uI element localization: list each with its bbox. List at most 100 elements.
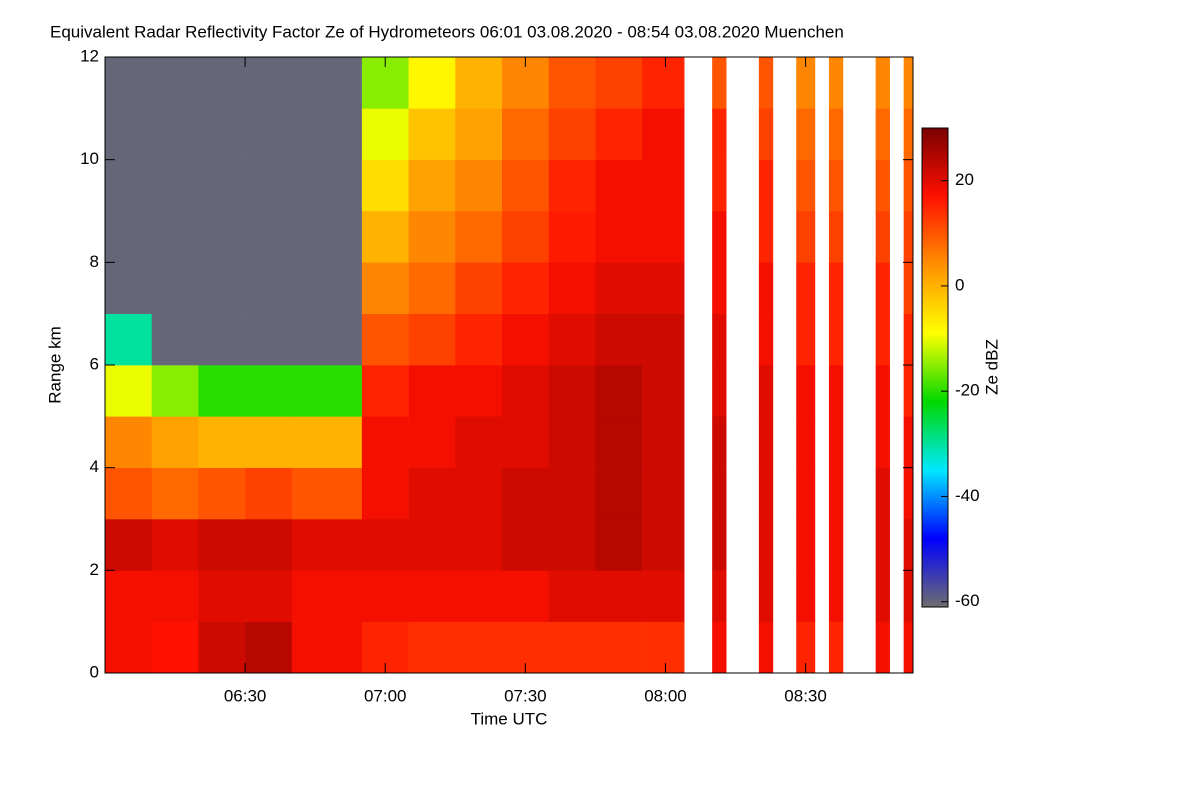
heatmap-cell xyxy=(291,262,363,314)
heatmap-cell xyxy=(151,262,199,314)
heatmap-cell xyxy=(361,313,409,366)
heatmap-cell xyxy=(245,570,293,622)
heatmap-cell xyxy=(198,570,246,622)
heatmap-cell xyxy=(455,365,503,417)
heatmap-cell xyxy=(245,313,293,366)
heatmap-cell xyxy=(291,621,363,674)
heatmap-cell xyxy=(501,108,549,160)
chart-title: Equivalent Radar Reflectivity Factor Ze … xyxy=(50,22,844,41)
heatmap xyxy=(105,57,914,674)
heatmap-cell xyxy=(501,416,549,468)
heatmap-cell xyxy=(796,416,816,468)
colorbar-tick-label: -20 xyxy=(955,381,980,400)
heatmap-cell xyxy=(903,159,914,212)
heatmap-cell xyxy=(595,570,643,622)
heatmap-cell xyxy=(828,570,844,622)
heatmap-cell xyxy=(642,519,685,571)
heatmap-cell xyxy=(903,57,914,109)
heatmap-cell xyxy=(758,365,774,417)
heatmap-cell xyxy=(361,262,409,314)
heatmap-cell xyxy=(712,416,727,468)
heatmap-cell xyxy=(712,159,727,212)
heatmap-cell xyxy=(408,467,456,520)
heatmap-cell xyxy=(548,313,596,366)
heatmap-cell xyxy=(501,313,549,366)
heatmap-cell xyxy=(245,467,293,520)
heatmap-cell xyxy=(455,57,503,109)
heatmap-cell xyxy=(198,108,246,160)
heatmap-cell xyxy=(828,211,844,263)
heatmap-cell xyxy=(455,519,503,571)
heatmap-cell xyxy=(758,108,774,160)
heatmap-cell xyxy=(903,365,914,417)
heatmap-cell xyxy=(828,519,844,571)
heatmap-cell xyxy=(642,365,685,417)
heatmap-cell xyxy=(875,159,890,212)
heatmap-cell xyxy=(408,108,456,160)
heatmap-cell xyxy=(408,57,456,109)
heatmap-cell xyxy=(455,159,503,212)
heatmap-cell xyxy=(361,365,409,417)
heatmap-cell xyxy=(548,211,596,263)
heatmap-cell xyxy=(151,57,199,109)
heatmap-cell xyxy=(796,159,816,212)
heatmap-cell xyxy=(198,159,246,212)
heatmap-cell xyxy=(796,313,816,366)
heatmap-cell xyxy=(712,262,727,314)
heatmap-cell xyxy=(712,365,727,417)
heatmap-cell xyxy=(361,467,409,520)
heatmap-cell xyxy=(875,467,890,520)
heatmap-cell xyxy=(758,621,774,674)
heatmap-cell xyxy=(408,313,456,366)
heatmap-cell xyxy=(291,57,363,109)
heatmap-cell xyxy=(501,365,549,417)
heatmap-cell xyxy=(758,159,774,212)
heatmap-cell xyxy=(828,416,844,468)
heatmap-cell xyxy=(828,313,844,366)
heatmap-cell xyxy=(455,467,503,520)
heatmap-cell xyxy=(198,313,246,366)
x-tick-label: 08:30 xyxy=(784,686,827,705)
heatmap-cell xyxy=(595,621,643,674)
heatmap-cell xyxy=(595,57,643,109)
heatmap-cell xyxy=(796,108,816,160)
heatmap-cell xyxy=(548,159,596,212)
heatmap-cell xyxy=(828,467,844,520)
heatmap-cell xyxy=(291,108,363,160)
heatmap-cell xyxy=(796,262,816,314)
x-tick-label: 07:00 xyxy=(364,686,407,705)
heatmap-cell xyxy=(828,365,844,417)
heatmap-cell xyxy=(105,108,153,160)
heatmap-cell xyxy=(198,416,246,468)
heatmap-cell xyxy=(198,211,246,263)
heatmap-cell xyxy=(105,159,153,212)
heatmap-cell xyxy=(712,467,727,520)
heatmap-cell xyxy=(105,621,153,674)
heatmap-cell xyxy=(875,262,890,314)
heatmap-cell xyxy=(875,621,890,674)
heatmap-cell xyxy=(796,519,816,571)
heatmap-cell xyxy=(758,467,774,520)
heatmap-cell xyxy=(105,365,153,417)
heatmap-cell xyxy=(758,57,774,109)
heatmap-cell xyxy=(361,108,409,160)
heatmap-cell xyxy=(548,365,596,417)
heatmap-cell xyxy=(455,108,503,160)
heatmap-cell xyxy=(408,519,456,571)
heatmap-cell xyxy=(642,211,685,263)
heatmap-cell xyxy=(501,211,549,263)
heatmap-cell xyxy=(408,262,456,314)
colorbar-tick-label: -60 xyxy=(955,591,980,610)
heatmap-cell xyxy=(198,57,246,109)
heatmap-cell xyxy=(105,57,153,109)
heatmap-cell xyxy=(642,621,685,674)
x-tick-label: 08:00 xyxy=(644,686,687,705)
heatmap-cell xyxy=(903,313,914,366)
heatmap-cell xyxy=(198,365,246,417)
heatmap-cell xyxy=(595,262,643,314)
heatmap-cell xyxy=(151,416,199,468)
heatmap-cell xyxy=(642,262,685,314)
heatmap-cell xyxy=(455,570,503,622)
heatmap-cell xyxy=(501,570,549,622)
